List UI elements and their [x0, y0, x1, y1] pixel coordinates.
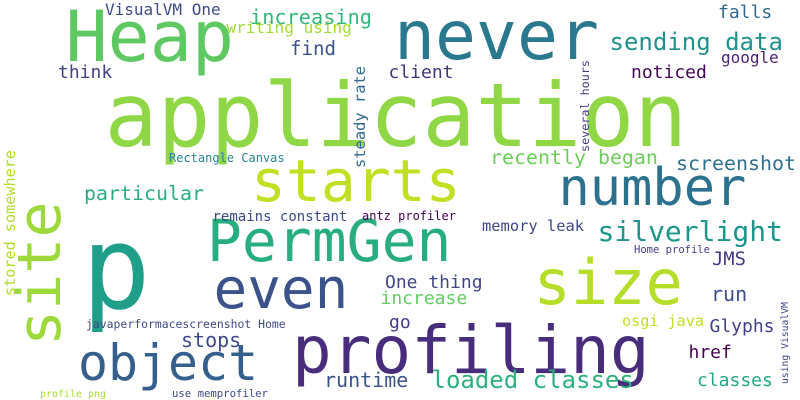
word-jms: JMS: [712, 248, 746, 270]
word-noticed: noticed: [631, 62, 707, 83]
word-javaperformacescreenshot-home: javaperformacescreenshot Home: [86, 316, 286, 331]
word-object: object: [78, 334, 259, 392]
word-find: find: [290, 36, 336, 60]
word-runtime: runtime: [324, 368, 409, 392]
word-recently-began: recently began: [490, 146, 658, 169]
word-rectangle-canvas: Rectangle Canvas: [169, 151, 285, 165]
word-several-hours: several hours: [578, 60, 592, 152]
word-p: p: [81, 202, 151, 336]
word-google: google: [721, 48, 779, 67]
word-application: application: [104, 64, 688, 167]
word-think: think: [58, 62, 113, 83]
word-stored-somewhere: stored somewhere: [0, 150, 19, 296]
word-even: even: [213, 257, 349, 322]
word-site: site: [5, 201, 75, 346]
word-href: href: [688, 342, 732, 363]
word-profiling: profiling: [292, 312, 650, 389]
word-profile-png: profile png: [40, 389, 107, 400]
word-glyphs: Glyphs: [709, 316, 775, 337]
word-home-profile: Home profile: [634, 243, 710, 256]
word-screenshot: screenshot: [676, 152, 796, 175]
word-antz-profiler: antz profiler: [362, 209, 456, 223]
word-increase: increase: [380, 288, 468, 309]
word-starts: starts: [251, 147, 461, 215]
word-go: go: [389, 312, 411, 333]
word-run: run: [711, 282, 748, 306]
word-sending-data: sending data: [609, 28, 783, 56]
word-visualvm-one: VisualVM One: [105, 0, 221, 19]
word-client: client: [388, 62, 454, 83]
word-falls: falls: [718, 2, 773, 23]
word-one-thing: One thing: [385, 272, 483, 293]
word-heap: Heap: [65, 0, 235, 78]
word-use-memprofiler: use memprofiler: [172, 386, 268, 400]
word-size: size: [533, 246, 683, 319]
word-osgi-java: osgi java: [622, 311, 704, 330]
word-permgen: PermGen: [207, 207, 452, 275]
word-writing-using: writing using: [226, 18, 352, 37]
word-particular: particular: [84, 182, 204, 205]
word-stops: stops: [181, 328, 242, 352]
word-remains-constant: remains constant: [212, 209, 348, 225]
word-never: never: [394, 0, 600, 76]
word-memory-leak: memory leak: [482, 216, 585, 235]
word-number: number: [558, 158, 747, 218]
word-loaded-classes: loaded classes: [431, 366, 634, 394]
word-increasing: increasing: [250, 5, 373, 29]
word-steady-rate: steady rate: [350, 65, 369, 168]
word-classes: classes: [697, 370, 773, 391]
word-using-visualvm: using VisualVM: [780, 302, 791, 384]
word-silverlight: silverlight: [597, 215, 783, 248]
